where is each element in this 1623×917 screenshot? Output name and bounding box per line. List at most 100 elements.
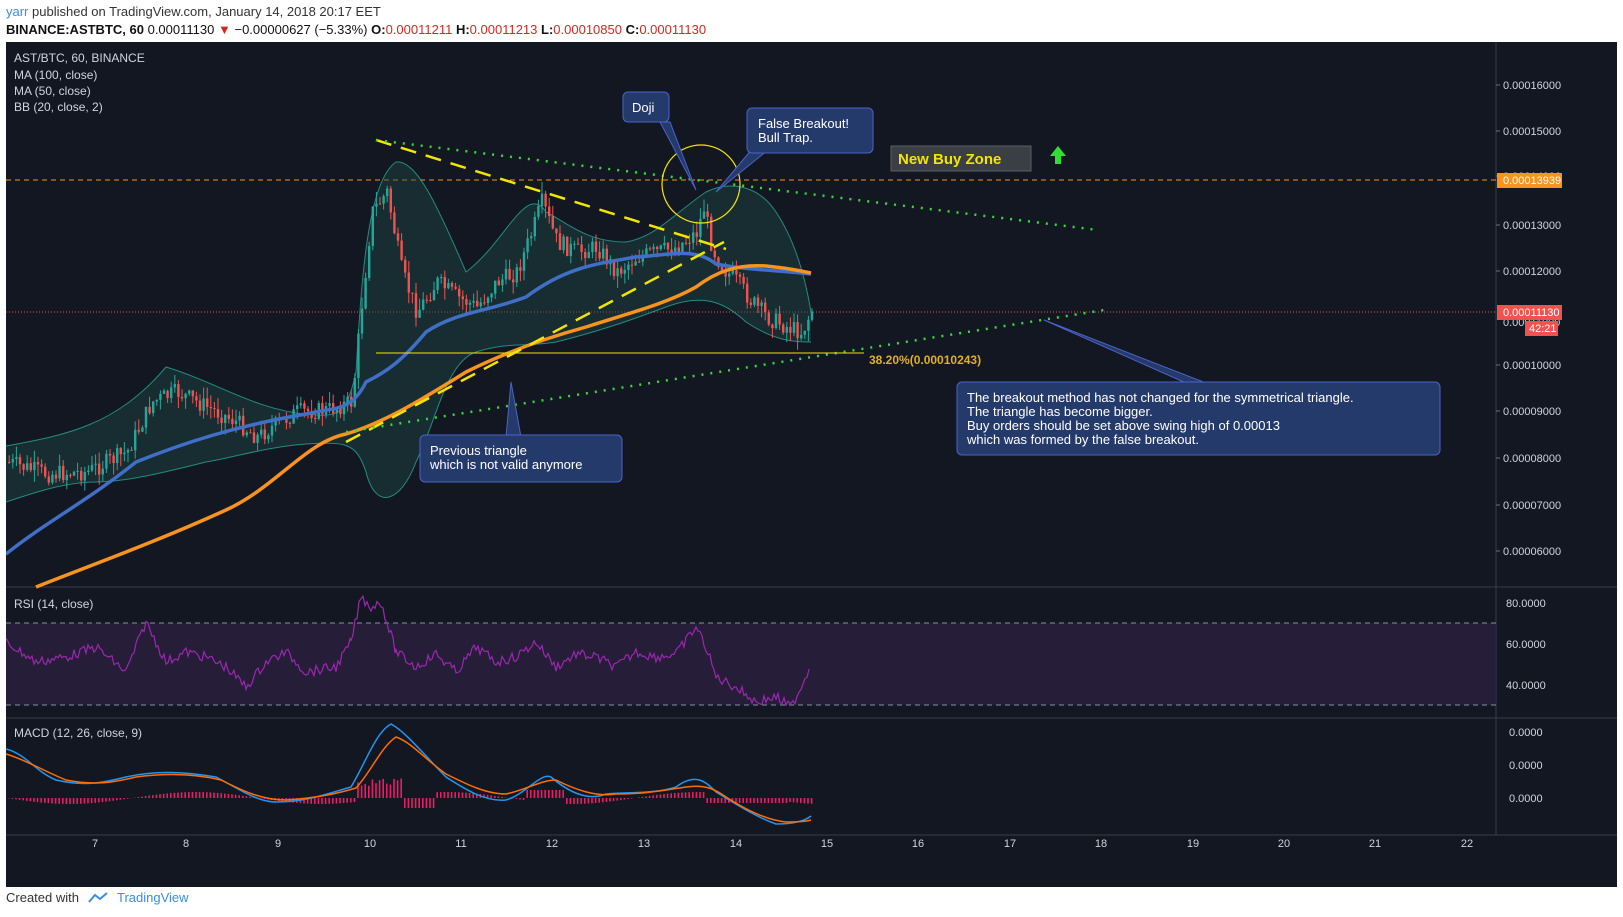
macd-histogram-bar [458, 792, 460, 798]
ma100-line[interactable] [35, 263, 812, 589]
macd-tick: 0.0000 [1509, 727, 1543, 739]
candle-body [72, 471, 76, 476]
candle-body [393, 212, 396, 234]
doji-callout[interactable] [622, 91, 670, 123]
candle-body [746, 283, 749, 303]
macd-histogram-bar [173, 792, 176, 798]
candle-body [497, 280, 500, 286]
candle-body [170, 387, 173, 399]
macd-line[interactable] [6, 723, 812, 825]
candle-body [486, 297, 490, 304]
legend-macd[interactable]: MACD (12, 26, close, 9) [14, 726, 142, 740]
candle-body [494, 280, 497, 294]
green-lower-trendline[interactable] [345, 308, 1105, 434]
candle-body [756, 297, 760, 306]
candle-body [699, 218, 702, 237]
macd-histogram-bar [735, 798, 737, 803]
macd-histogram-bar [764, 798, 766, 803]
macd-histogram-bar [382, 778, 384, 798]
candle-body [425, 299, 428, 301]
open-value: 0.00011211 [385, 22, 453, 37]
price-tick: 0.00012000 [1503, 266, 1561, 278]
macd-histogram-bar [591, 798, 593, 804]
candle-body [213, 408, 216, 410]
candle-body [458, 288, 461, 297]
macd-histogram-bar [450, 792, 453, 798]
macd-histogram-bar [44, 798, 46, 803]
candle-body [548, 206, 551, 216]
candle-body [65, 474, 68, 481]
rsi-tick: 80.0000 [1506, 598, 1546, 610]
macd-histogram-bar [605, 798, 608, 802]
candle-body [537, 206, 540, 217]
buy-zone-label-box[interactable] [890, 145, 1032, 172]
macd-histogram-bar [155, 794, 158, 798]
chart-canvas[interactable]: 0.00016000 0.00015000 0.00014000 0.00013… [6, 42, 1617, 887]
rsi-line[interactable] [6, 594, 810, 707]
previous-triangle-callout[interactable] [419, 434, 623, 483]
legend-pair[interactable]: AST/BTC, 60, BINANCE [14, 51, 145, 65]
macd-histogram-bar [807, 798, 809, 804]
up-arrow-icon[interactable] [1050, 146, 1066, 164]
macd-histogram-bar [15, 798, 17, 800]
resistance-price-label: 0.00013939 [1503, 175, 1561, 187]
publish-line: yarr published on TradingView.com, Janua… [6, 4, 381, 19]
high-value: 0.00011213 [469, 22, 538, 37]
doji-highlight-circle[interactable] [661, 144, 741, 224]
candle-body [270, 425, 274, 436]
legend-bb[interactable]: BB (20, close, 2) [14, 100, 103, 114]
time-tick: 8 [183, 838, 189, 850]
candle-body [670, 249, 673, 255]
candle-body [429, 299, 432, 301]
candle-body [432, 290, 436, 301]
macd-histogram-bar [720, 798, 723, 803]
candle-body [299, 403, 302, 406]
macd-histogram-bar [695, 792, 698, 798]
candle-body [69, 474, 72, 476]
macd-histogram-bar [666, 793, 669, 798]
triangle-upper-line[interactable] [375, 138, 727, 251]
legend-rsi[interactable]: RSI (14, close) [14, 597, 93, 611]
candle-body [112, 455, 115, 464]
legend-ma50[interactable]: MA (50, close) [14, 84, 91, 98]
candle-body [26, 463, 29, 470]
candle-body [267, 435, 270, 440]
note-line1: The breakout method has not changed for … [967, 390, 1354, 405]
macd-histogram-bar [396, 780, 399, 798]
candle-body [479, 302, 482, 307]
macd-histogram-bar [774, 798, 777, 803]
candle-body [386, 188, 389, 197]
candle-body [404, 259, 407, 273]
price-tick: 0.00008000 [1503, 453, 1561, 465]
candle-body [206, 398, 209, 407]
macd-histogram-bar [580, 798, 582, 804]
macd-histogram-bar [119, 798, 122, 800]
candle-body [803, 330, 806, 335]
triangle-lower-line[interactable] [345, 240, 725, 444]
ma50-line[interactable] [6, 251, 812, 556]
tradingview-link[interactable]: TradingView [116, 890, 189, 905]
macd-signal-line[interactable] [6, 736, 812, 823]
macd-histogram-bar [706, 798, 708, 803]
analysis-note-callout[interactable] [956, 381, 1441, 456]
candle-body [717, 257, 720, 267]
author-link[interactable]: yarr [6, 4, 29, 19]
price-tick: 0.00006000 [1503, 546, 1561, 558]
candle-body [18, 457, 22, 465]
macd-histogram-bar [252, 797, 255, 798]
false-breakout-line1: False Breakout! [758, 116, 849, 131]
macd-histogram-bar [227, 793, 230, 798]
candle-body [180, 396, 184, 399]
false-breakout-callout[interactable] [746, 107, 874, 154]
candle-body [260, 429, 263, 435]
macd-histogram-bar [209, 792, 212, 798]
candle-body [620, 268, 623, 274]
macd-histogram-bar [494, 795, 496, 798]
candle-body [774, 313, 778, 329]
macd-histogram-bar [670, 793, 672, 798]
candle-body [591, 241, 594, 253]
macd-histogram-bar [346, 798, 348, 803]
legend-ma100[interactable]: MA (100, close) [14, 68, 97, 82]
candle-body [652, 246, 655, 250]
macd-histogram-bar [756, 798, 759, 803]
